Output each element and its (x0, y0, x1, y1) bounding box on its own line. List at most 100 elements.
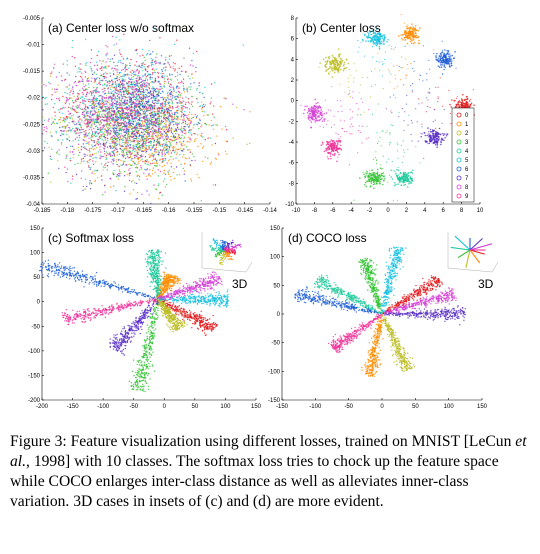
scatter-point (120, 130, 123, 132)
scatter-point (125, 130, 128, 133)
scatter-point (146, 136, 149, 138)
scatter-point (179, 101, 181, 103)
scatter-point (214, 157, 217, 159)
scatter-point (77, 104, 79, 107)
scatter-point (85, 93, 88, 96)
scatter-point (110, 130, 112, 132)
scatter-point (188, 126, 190, 128)
scatter-point (199, 91, 201, 94)
scatter-point (159, 137, 161, 139)
y-tick-label: -6 (289, 161, 295, 167)
scatter-point (368, 178, 370, 180)
scatter-point (183, 129, 185, 132)
scatter-point (194, 159, 196, 162)
scatter-point (184, 162, 186, 165)
scatter-point (412, 32, 415, 34)
scatter-point (90, 68, 93, 70)
scatter-point (85, 95, 87, 98)
scatter-point (135, 125, 137, 127)
scatter-point (42, 116, 44, 119)
scatter-point (66, 134, 68, 136)
scatter-point (372, 32, 375, 35)
scatter-point (68, 74, 71, 76)
scatter-point (139, 95, 141, 98)
scatter-point (43, 119, 46, 122)
scatter-point (99, 124, 101, 126)
scatter-point (242, 44, 244, 46)
scatter-point (147, 141, 150, 143)
scatter-point (182, 113, 185, 116)
scatter-point (103, 67, 105, 69)
scatter-point (58, 119, 60, 121)
scatter-point (158, 112, 160, 115)
scatter-point (114, 91, 116, 94)
scatter-point (186, 89, 188, 92)
scatter-point (94, 180, 96, 182)
scatter-point (136, 152, 139, 154)
scatter-point (141, 101, 143, 103)
scatter-point (181, 145, 183, 147)
scatter-point (340, 60, 342, 62)
scatter-point (187, 118, 189, 120)
scatter-point (56, 151, 59, 153)
scatter-point (151, 81, 153, 83)
scatter-point (105, 103, 107, 106)
scatter-point (139, 146, 141, 149)
scatter-point (119, 104, 121, 106)
scatter-point (83, 131, 85, 133)
scatter-point (94, 111, 96, 113)
scatter-point (151, 133, 153, 135)
scatter-point (336, 68, 338, 71)
scatter-point (118, 130, 121, 132)
scatter-point (112, 135, 115, 137)
scatter-point (403, 184, 405, 186)
scatter-point (168, 85, 171, 87)
scatter-point (122, 80, 124, 83)
scatter-point (100, 175, 103, 177)
scatter-point (125, 142, 127, 145)
scatter-point (173, 168, 175, 170)
scatter-point (81, 108, 84, 110)
scatter-point (143, 125, 146, 127)
scatter-point (84, 147, 86, 150)
scatter-point (120, 93, 123, 96)
scatter-point (367, 34, 370, 36)
scatter-point (93, 120, 96, 123)
scatter-point (170, 127, 172, 129)
scatter-point (203, 105, 205, 108)
scatter-point (112, 163, 114, 165)
scatter-point (175, 157, 177, 159)
scatter-point (126, 102, 128, 104)
scatter-point (409, 171, 411, 174)
scatter-point (121, 114, 123, 116)
scatter-point (218, 154, 220, 156)
scatter-point (157, 185, 159, 187)
scatter-point (105, 85, 108, 87)
scatter-point (175, 106, 177, 109)
scatter-point (129, 131, 131, 133)
scatter-point (130, 103, 132, 106)
scatter-point (147, 96, 149, 98)
scatter-point (104, 134, 106, 136)
scatter-point (147, 129, 149, 131)
scatter-point (98, 117, 100, 120)
scatter-point (110, 114, 113, 117)
scatter-point (71, 118, 74, 120)
scatter-point (105, 130, 108, 132)
scatter-point (157, 150, 159, 152)
scatter-point (131, 126, 133, 128)
scatter-point (334, 58, 336, 61)
scatter-point (334, 69, 337, 71)
scatter-point (98, 104, 100, 107)
scatter-point (115, 92, 117, 95)
scatter-point (145, 116, 148, 118)
scatter-point (155, 61, 157, 63)
scatter-point (68, 84, 71, 86)
scatter-point (122, 163, 125, 165)
scatter-point (146, 53, 149, 55)
scatter-point (158, 183, 160, 185)
scatter-point (157, 113, 159, 115)
scatter-point (178, 134, 180, 137)
scatter-point (88, 137, 90, 139)
scatter-point (163, 172, 165, 174)
